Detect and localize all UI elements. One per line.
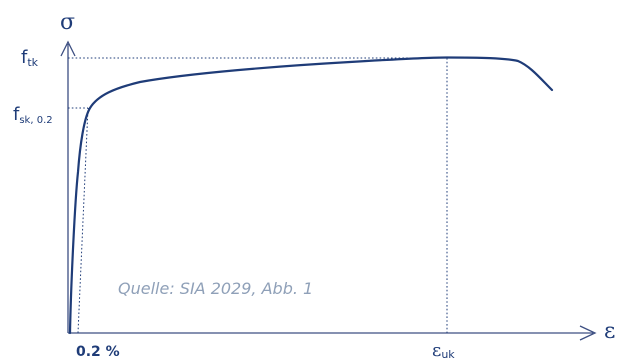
- fsk-label-base: f: [13, 104, 20, 125]
- ftk-label-base: f: [21, 47, 28, 68]
- euk-label-base: ε: [432, 340, 441, 360]
- fsk-label-sub: sk, 0.2: [19, 115, 52, 126]
- fsk-label: fsk, 0.2: [13, 104, 53, 126]
- y-axis-symbol: σ: [60, 10, 75, 35]
- y-axis-arrowhead: [60, 40, 76, 57]
- ftk-label: ftk: [21, 47, 39, 69]
- stress-strain-curve: [68, 56, 554, 335]
- offset-label: 0.2 %: [76, 344, 120, 360]
- ftk-label-sub: tk: [27, 56, 38, 69]
- euk-label: εuk: [432, 340, 455, 360]
- x-axis-symbol: ε: [604, 319, 615, 344]
- x-axis-arrowhead: [579, 325, 597, 341]
- source-caption: Quelle: SIA 2029, Abb. 1: [118, 279, 313, 298]
- offset-guide-line: [77, 107, 89, 334]
- euk-label-sub: uk: [441, 348, 455, 360]
